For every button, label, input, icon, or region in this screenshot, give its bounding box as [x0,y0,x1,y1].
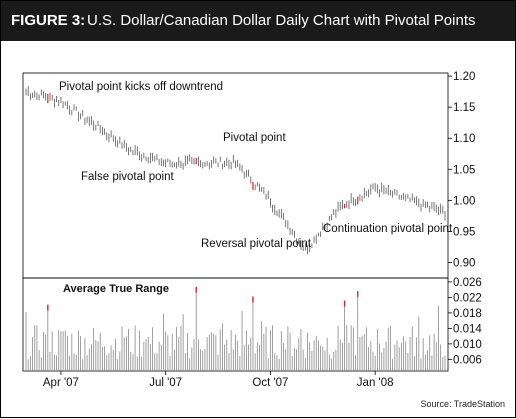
x-tick-label: Jul '07 [149,377,182,389]
price-y-tick-label: 0.90 [453,257,475,269]
atr-y-tick-label: 0.022 [453,292,482,304]
atr-y-tick-label: 0.026 [453,277,482,289]
price-y-tick-label: 1.00 [453,195,475,207]
x-tick-label: Oct '07 [252,377,288,389]
price-y-tick-label: 0.95 [453,226,475,238]
price-y-tick-label: 1.10 [453,133,475,145]
atr-y-tick-label: 0.006 [453,354,482,366]
price-y-tick-label: 1.20 [453,71,475,83]
price-y-axis: 1.20 1.15 1.10 1.05 1.00 0.95 0.90 [448,71,475,269]
atr-bars [25,286,446,371]
annotation-false-pivot: False pivotal point [81,171,174,183]
atr-y-axis: 0.026 0.022 0.018 0.014 0.010 0.006 [448,277,482,366]
annotation-pivot-point: Pivotal point [223,132,286,144]
figure-title: U.S. Dollar/Canadian Dollar Daily Chart … [87,12,476,29]
price-y-tick-label: 1.15 [453,102,475,114]
atr-y-tick-label: 0.018 [453,308,482,320]
atr-y-tick-label: 0.014 [453,323,482,335]
x-tick-label: Jan '08 [357,377,394,389]
title-bar: FIGURE 3: U.S. Dollar/Canadian Dollar Da… [1,1,515,41]
x-axis: Apr '07 Jul '07 Oct '07 Jan '08 [43,371,394,389]
atr-label: Average True Range [63,283,169,295]
price-bars [25,86,446,255]
price-y-tick-label: 1.05 [453,164,475,176]
x-tick-label: Apr '07 [43,377,79,389]
annotation-continuation-pivot: Continuation pivotal point [323,223,453,235]
atr-y-tick-label: 0.010 [453,339,482,351]
annotation-pivot-downtrend: Pivotal point kicks off downtrend [59,81,223,93]
source-credit: Source: TradeStation [420,399,505,409]
annotation-reversal-pivot: Reversal pivotal point [201,238,312,250]
figure-number: FIGURE 3: [11,12,86,29]
